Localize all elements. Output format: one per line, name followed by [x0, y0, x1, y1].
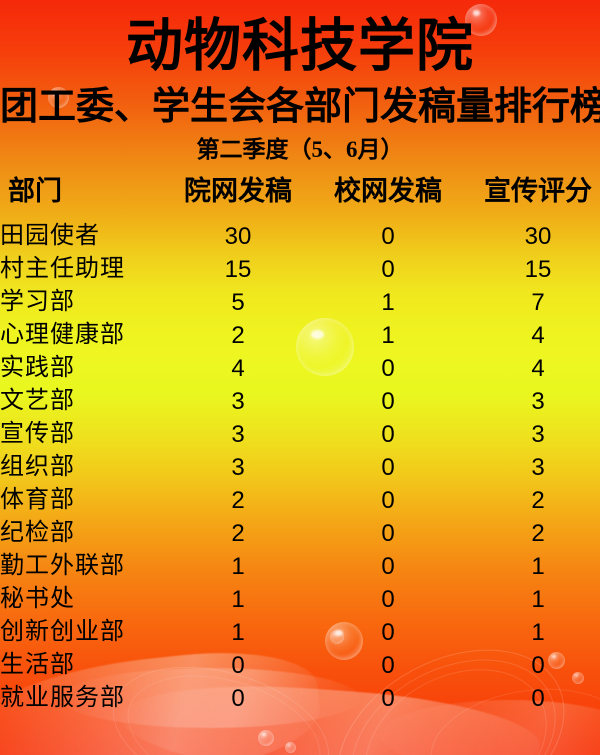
cell-department: 文艺部 [0, 388, 75, 414]
cell-school-web: 0 [381, 355, 395, 382]
cell-publicity-score: 7 [531, 289, 545, 316]
table-row: 心理健康部 2 1 4 [0, 319, 600, 352]
cell-department: 生活部 [0, 652, 75, 678]
cell-publicity-score: 2 [531, 487, 545, 514]
column-header-college-web: 院网发稿 [184, 176, 292, 206]
cell-department: 田园使者 [0, 223, 100, 249]
cell-school-web: 0 [381, 619, 395, 646]
cell-college-web: 2 [231, 322, 245, 349]
cell-school-web: 0 [381, 487, 395, 514]
cell-college-web: 30 [224, 223, 252, 250]
cell-publicity-score: 3 [531, 454, 545, 481]
cell-publicity-score: 3 [531, 388, 545, 415]
cell-school-web: 1 [381, 322, 395, 349]
table-row: 就业服务部 0 0 0 [0, 682, 600, 715]
cell-publicity-score: 2 [531, 520, 545, 547]
table-row: 田园使者 30 0 30 [0, 220, 600, 253]
cell-department: 创新创业部 [0, 619, 125, 645]
cell-publicity-score: 1 [531, 553, 545, 580]
cell-college-web: 0 [231, 652, 245, 679]
table-body: 田园使者 30 0 30 村主任助理 15 0 15 学习部 5 1 7 心理健康部 2 1 4 实践部 4 0 4 文… [0, 220, 600, 715]
cell-school-web: 0 [381, 685, 395, 712]
column-header-publicity-score: 宣传评分 [484, 176, 592, 206]
table-row: 创新创业部 1 0 1 [0, 616, 600, 649]
cell-college-web: 4 [231, 355, 245, 382]
cell-publicity-score: 0 [531, 685, 545, 712]
cell-publicity-score: 30 [524, 223, 552, 250]
cell-department: 就业服务部 [0, 685, 125, 711]
cell-college-web: 5 [231, 289, 245, 316]
column-header-department: 部门 [8, 176, 62, 206]
cell-college-web: 2 [231, 487, 245, 514]
cell-publicity-score: 4 [531, 322, 545, 349]
cell-college-web: 3 [231, 454, 245, 481]
cell-department: 秘书处 [0, 586, 75, 612]
column-header-school-web: 校网发稿 [334, 176, 442, 206]
table-row: 实践部 4 0 4 [0, 352, 600, 385]
table-row: 学习部 5 1 7 [0, 286, 600, 319]
cell-department: 勤工外联部 [0, 553, 125, 579]
cell-school-web: 0 [381, 223, 395, 250]
cell-department: 组织部 [0, 454, 75, 480]
table-row: 生活部 0 0 0 [0, 649, 600, 682]
cell-school-web: 0 [381, 421, 395, 448]
cell-department: 体育部 [0, 487, 75, 513]
cell-school-web: 0 [381, 388, 395, 415]
table-row: 勤工外联部 1 0 1 [0, 550, 600, 583]
cell-college-web: 0 [231, 685, 245, 712]
cell-college-web: 3 [231, 388, 245, 415]
table-row: 文艺部 3 0 3 [0, 385, 600, 418]
cell-publicity-score: 15 [524, 256, 552, 283]
cell-college-web: 15 [224, 256, 252, 283]
cell-publicity-score: 3 [531, 421, 545, 448]
cell-school-web: 0 [381, 586, 395, 613]
page-title: 动物科技学院 [126, 15, 474, 78]
table-row: 组织部 3 0 3 [0, 451, 600, 484]
table-row: 纪检部 2 0 2 [0, 517, 600, 550]
cell-school-web: 0 [381, 256, 395, 283]
cell-college-web: 1 [231, 586, 245, 613]
cell-college-web: 1 [231, 553, 245, 580]
page-subtitle: 团工委、学生会各部门发稿量排行榜 [0, 86, 600, 128]
cell-college-web: 2 [231, 520, 245, 547]
period-label: 第二季度（5、6月） [196, 137, 404, 162]
cell-college-web: 3 [231, 421, 245, 448]
bubble-icon [258, 730, 274, 746]
table-row: 宣传部 3 0 3 [0, 418, 600, 451]
cell-publicity-score: 0 [531, 652, 545, 679]
cell-publicity-score: 4 [531, 355, 545, 382]
table-row: 秘书处 1 0 1 [0, 583, 600, 616]
cell-school-web: 0 [381, 553, 395, 580]
cell-department: 村主任助理 [0, 256, 125, 282]
table-row: 村主任助理 15 0 15 [0, 253, 600, 286]
cell-department: 宣传部 [0, 421, 75, 447]
cell-school-web: 1 [381, 289, 395, 316]
cell-department: 实践部 [0, 355, 75, 381]
cell-school-web: 0 [381, 454, 395, 481]
cell-publicity-score: 1 [531, 586, 545, 613]
ranking-table: 部门 院网发稿 校网发稿 宣传评分 田园使者 30 0 30 村主任助理 15 0 15 学习部… [0, 174, 600, 715]
cell-department: 心理健康部 [0, 322, 125, 348]
cell-department: 学习部 [0, 289, 75, 315]
cell-school-web: 0 [381, 520, 395, 547]
table-header-row: 部门 院网发稿 校网发稿 宣传评分 [0, 174, 600, 220]
bubble-icon [285, 742, 296, 753]
cell-school-web: 0 [381, 652, 395, 679]
table-row: 体育部 2 0 2 [0, 484, 600, 517]
cell-college-web: 1 [231, 619, 245, 646]
cell-department: 纪检部 [0, 520, 75, 546]
cell-publicity-score: 1 [531, 619, 545, 646]
